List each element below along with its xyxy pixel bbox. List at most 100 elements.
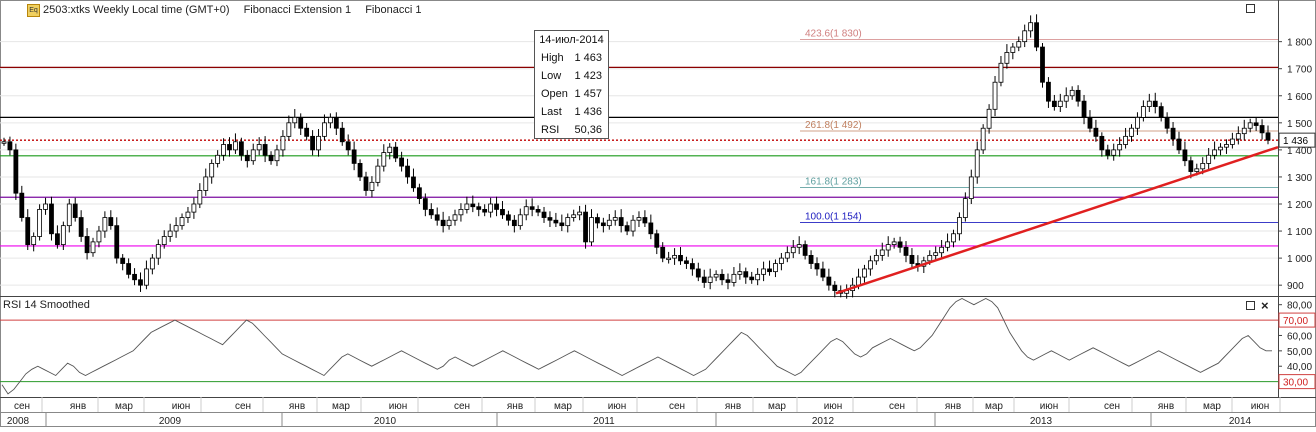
x-month-label: янв [289,401,305,412]
candle-body [1170,127,1176,140]
candle-body [434,214,440,221]
maximize-icon[interactable] [1246,4,1255,13]
x-month-label: сен [235,401,251,412]
candle-body [1241,127,1247,135]
candle-body [707,276,713,283]
candle-body [322,122,327,137]
candle-body [678,255,683,262]
candle-body [37,209,43,237]
rsi-tick-label: 50,00 [1287,347,1312,358]
candle-body [832,284,838,291]
candle-body [1146,100,1152,107]
candle-body [630,219,636,232]
candle-body [274,149,280,162]
candle-body [470,203,476,208]
candle-body [262,144,268,156]
candle-body [440,219,446,227]
price-tick-label: 1 600 [1287,92,1312,103]
candle-body [666,257,672,261]
rsi-level-label: 30,00 [1283,378,1308,389]
candle-body [155,244,161,259]
candle-body [927,255,933,262]
candle-body [43,203,48,210]
candle-body [511,219,517,227]
candle-body [327,117,333,124]
candle-body [868,260,873,270]
close-icon[interactable]: × [1261,298,1269,313]
candle-body [577,211,583,216]
candle-body [559,222,565,227]
candle-body [78,217,84,237]
candle-body [120,257,126,264]
candle-body [660,246,666,259]
candle-body [488,203,494,213]
candle-body [612,217,618,221]
candle-body [452,214,458,221]
candle-body [416,187,422,199]
candle-body [84,236,90,254]
indicator-fib-extension[interactable]: Fibonacci Extension 1 [243,4,352,16]
candle-body [1004,52,1010,64]
candle-body [7,141,13,151]
candle-body [345,141,351,151]
indicator-fibonacci[interactable]: Fibonacci 1 [365,4,422,16]
candle-body [553,219,559,224]
candle-body [144,268,149,286]
rsi-level-label: 70,00 [1283,316,1308,327]
candle-body [268,154,274,162]
candle-body [968,176,974,199]
candle-body [1063,95,1069,102]
candle-body [689,263,695,270]
candle-body [221,144,226,156]
candle-body [755,273,761,281]
candle-body [879,249,885,256]
x-year-label: 2008 [7,416,30,427]
candle-body [1235,133,1241,140]
candle-body [814,263,820,270]
candle-body [1259,125,1265,134]
candle-body [565,217,571,227]
instrument-icon[interactable]: Eq [27,3,40,17]
candle-body [1099,135,1105,151]
candle-body [25,217,31,245]
rsi-tick-label: 40,00 [1287,362,1312,373]
x-year-label: 2010 [374,416,397,427]
candle-body [1200,163,1206,170]
candle-body [583,211,588,243]
candle-body [1046,81,1051,102]
candle-body [72,203,78,218]
candle-body [808,255,814,264]
candle-body [500,209,505,216]
candle-body [856,276,861,286]
candle-body [1016,41,1022,48]
candle-body [1182,149,1188,162]
x-month-label: мар [554,401,572,412]
candle-body [292,117,298,124]
candle-body [939,246,945,254]
candle-body [1194,168,1200,172]
candle-body [114,225,120,259]
tooltip-row-high: High 1 463 [541,52,602,64]
candle-body [624,225,630,232]
candle-body [897,241,903,248]
fib-extension-label: 100.0(1 154) [805,211,862,222]
candle-body [357,163,363,178]
candle-body [161,236,167,245]
rsi-panel-title[interactable]: RSI 14 Smoothed [3,299,90,311]
candle-body [167,230,173,237]
tooltip-row-open: Open 1 457 [541,88,602,100]
instrument-title[interactable]: 2503:xtks Weekly Local time (GMT+0) [43,4,230,16]
candle-body [256,144,262,151]
candle-body [422,198,428,210]
candle-body [482,209,488,213]
x-month-label: июн [824,401,843,412]
candle-body [974,149,980,178]
x-month-label: сен [669,401,685,412]
rsi-maximize-icon[interactable] [1246,301,1255,310]
candle-body [737,271,743,275]
candle-body [529,206,535,210]
candle-body [399,157,404,167]
candle-body [600,222,606,227]
candle-body [962,198,968,218]
candle-body [1034,22,1039,48]
